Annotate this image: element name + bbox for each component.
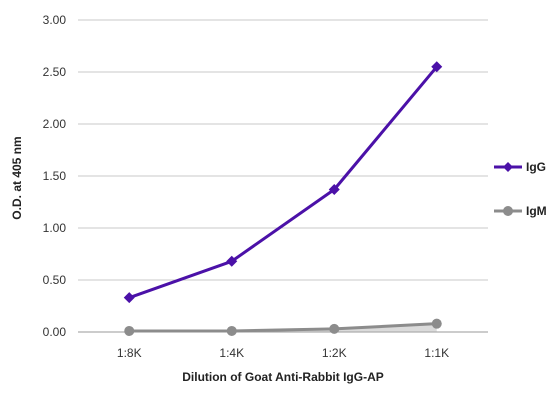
data-point-igm [124,325,135,336]
data-point-igg [431,61,443,73]
series-igg-line [127,65,439,300]
legend-igg-label: IgG [526,160,546,174]
y-tick-label: 3.00 [43,13,67,27]
legend-igm-marker [503,206,513,216]
grid-layer [78,19,488,333]
y-axis-title: O.D. at 405 nm [10,136,24,219]
y-tick-label: 0.00 [43,325,67,339]
legend-igm-label: IgM [526,204,547,218]
axis-layer: 0.00 0.50 1.00 1.50 2.00 2.50 3.00 1:8K 1:4K 1:2K… [43,13,488,360]
series-igm-area [129,323,437,332]
y-tick-label: 2.00 [43,117,67,131]
y-tick-label: 0.50 [43,273,67,287]
x-tick-label: 1:1K [424,346,449,360]
x-tick-label: 1:8K [117,346,142,360]
x-tick-label: 1:4K [219,346,244,360]
data-point-igg [226,255,238,267]
series-layer [123,61,443,336]
y-tick-label: 1.50 [43,169,67,183]
legend: IgG IgM [494,160,547,218]
series-igm-line [127,322,439,333]
y-tick-label: 2.50 [43,65,67,79]
x-axis-title: Dilution of Goat Anti-Rabbit IgG-AP [182,370,384,384]
data-point-igg [328,184,340,196]
data-point-igm [329,323,340,334]
legend-igg-marker [503,162,513,172]
y-tick-label: 1.00 [43,221,67,235]
data-point-igm [226,325,237,336]
data-point-igm [431,318,442,329]
data-point-igg [123,292,135,304]
x-tick-label: 1:2K [322,346,347,360]
